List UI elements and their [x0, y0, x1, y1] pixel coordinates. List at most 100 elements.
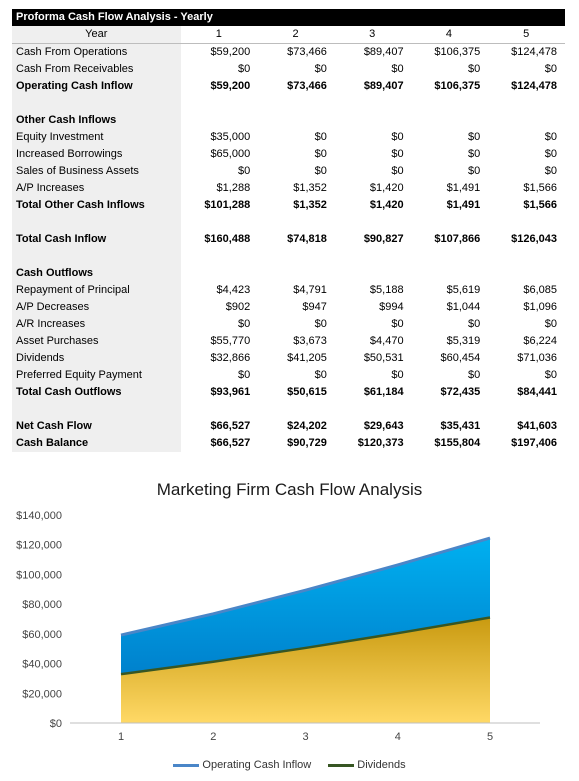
row-value-year-5: $71,036: [517, 352, 557, 364]
row-label: [12, 401, 181, 418]
row-value-year-2: [257, 265, 334, 282]
header-year-4: 4: [410, 26, 488, 44]
table-row: Other Cash Inflows: [12, 112, 565, 129]
table-header-row: Year 1 2 3 4 5: [12, 26, 565, 44]
x-tick-label: 5: [487, 731, 493, 743]
legend-swatch: [173, 763, 200, 767]
row-value-year-4: $106,375: [434, 80, 481, 92]
row-value-year-1: [181, 401, 258, 418]
row-value-year-3: $120,373: [357, 437, 404, 449]
row-label: Cash Balance: [12, 435, 181, 452]
table-row: Increased Borrowings $65,000 $0 $0 $0 $0: [12, 146, 565, 163]
header-year-1: 1: [180, 26, 258, 44]
row-label: [12, 95, 181, 112]
row-label: Preferred Equity Payment: [12, 367, 181, 384]
cash-flow-chart: $0 $20,000 $40,000 $60,000 $80,000 $100,000 $1…: [0, 470, 579, 781]
row-value-year-4: [411, 95, 488, 112]
row-value-year-4: $0: [468, 369, 481, 381]
row-value-year-2: $0: [314, 165, 327, 177]
row-value-year-2: $24,202: [287, 420, 327, 432]
row-label: Cash Outflows: [12, 265, 181, 282]
row-label: Increased Borrowings: [12, 146, 181, 163]
row-value-year-1: $66,527: [210, 437, 251, 449]
row-value-year-2: [257, 112, 334, 129]
row-value-year-4: [411, 214, 488, 231]
row-value-year-4: $106,375: [434, 46, 481, 58]
row-value-year-3: $1,420: [369, 199, 404, 211]
row-value-year-3: $0: [391, 318, 404, 330]
row-label: A/R Increases: [12, 316, 181, 333]
row-label: Sales of Business Assets: [12, 163, 181, 180]
row-value-year-4: $0: [468, 165, 481, 177]
row-value-year-1: $59,200: [210, 80, 251, 92]
row-value-year-3: $0: [391, 148, 404, 160]
area-dividends: [121, 617, 490, 723]
header-year-5: 5: [487, 26, 565, 44]
table-spacer-row: [12, 214, 565, 231]
row-value-year-1: [181, 95, 258, 112]
row-value-year-3: $994: [379, 301, 404, 313]
row-value-year-2: [257, 248, 334, 265]
row-value-year-4: [411, 265, 488, 282]
chart-title: Marketing Firm Cash Flow Analysis: [156, 480, 423, 499]
row-label: Total Cash Outflows: [12, 384, 181, 401]
x-tick-label: 3: [302, 731, 308, 743]
row-value-year-2: [257, 214, 334, 231]
legend-label: Dividends: [357, 759, 406, 771]
legend-item-dividends: Dividends: [328, 759, 406, 771]
y-tick-label: $100,000: [16, 569, 62, 581]
row-label: Cash From Operations: [12, 43, 181, 61]
row-value-year-2: [257, 401, 334, 418]
row-value-year-1: [181, 248, 258, 265]
row-value-year-2: $947: [302, 301, 327, 313]
y-tick-label: $20,000: [22, 688, 62, 700]
row-value-year-3: $0: [391, 131, 404, 143]
row-value-year-1: $0: [237, 318, 251, 330]
row-label: A/P Increases: [12, 180, 181, 197]
table-row: Total Cash Outflows $93,961 $50,615 $61,184…: [12, 384, 565, 401]
table-row: Cash From Receivables $0 $0 $0 $0 $0: [12, 61, 565, 78]
row-value-year-3: $5,188: [369, 284, 404, 296]
row-value-year-4: $5,319: [446, 335, 481, 347]
row-value-year-1: $55,770: [210, 335, 251, 347]
table-row: Repayment of Principal $4,423 $4,791 $5,188…: [12, 282, 565, 299]
row-value-year-4: $0: [468, 63, 481, 75]
row-value-year-2: $41,205: [287, 352, 327, 364]
row-value-year-5: $6,085: [523, 284, 557, 296]
row-value-year-1: [181, 112, 258, 129]
row-label: Dividends: [12, 350, 181, 367]
row-value-year-4: $0: [468, 148, 481, 160]
row-value-year-1: $65,000: [210, 148, 251, 160]
row-value-year-2: $73,466: [287, 46, 327, 58]
table-row: A/R Increases $0 $0 $0 $0 $0: [12, 316, 565, 333]
table-row: Cash Balance $66,527 $90,729 $120,373 $155,8…: [12, 435, 565, 452]
row-value-year-2: $50,615: [287, 386, 327, 398]
row-value-year-1: $0: [237, 165, 251, 177]
row-value-year-3: [334, 265, 411, 282]
row-value-year-4: [411, 248, 488, 265]
row-label: Other Cash Inflows: [12, 112, 181, 129]
row-value-year-2: [257, 95, 334, 112]
row-value-year-2: $90,729: [287, 437, 327, 449]
row-value-year-5: $41,603: [517, 420, 557, 432]
table-row: Sales of Business Assets $0 $0 $0 $0 $0: [12, 163, 565, 180]
header-year-2: 2: [257, 26, 334, 44]
row-value-year-4: $0: [468, 131, 481, 143]
row-value-year-1: $32,866: [210, 352, 251, 364]
row-value-year-4: $0: [468, 318, 481, 330]
table-row: Net Cash Flow $66,527 $24,202 $29,643 $35,43…: [12, 418, 565, 435]
cash-flow-table-panel: Proforma Cash Flow Analysis - Yearly Yea…: [12, 9, 565, 452]
row-value-year-3: $89,407: [363, 46, 404, 58]
row-label: Operating Cash Inflow: [12, 78, 181, 95]
row-value-year-5: $1,096: [523, 301, 557, 313]
row-value-year-5: [487, 401, 565, 418]
row-label: Equity Investment: [12, 129, 181, 146]
row-value-year-3: [334, 401, 411, 418]
table-row: Total Other Cash Inflows $101,288 $1,352 $1…: [12, 197, 565, 214]
table-title: Proforma Cash Flow Analysis - Yearly: [12, 9, 565, 26]
row-value-year-1: $101,288: [204, 199, 251, 211]
row-value-year-5: $124,478: [511, 46, 557, 58]
row-value-year-2: $0: [314, 131, 327, 143]
table-row: Dividends $32,866 $41,205 $50,531 $60,454 $71…: [12, 350, 565, 367]
row-value-year-3: $90,827: [363, 233, 404, 245]
